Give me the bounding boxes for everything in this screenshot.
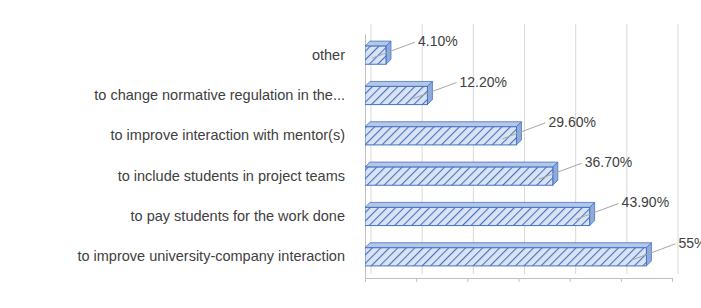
leader-line — [502, 123, 545, 139]
bar — [365, 248, 646, 266]
x-tick — [416, 278, 417, 282]
bar — [365, 86, 427, 104]
y-tick-label: to improve interaction with mentor(s) — [111, 127, 346, 143]
bar-top — [365, 243, 651, 248]
bar — [365, 127, 516, 145]
y-tick-label: other — [312, 47, 345, 63]
x-tick — [672, 278, 673, 282]
data-label: 36.70% — [585, 154, 632, 170]
bar — [365, 167, 553, 185]
leader-line — [632, 244, 675, 260]
bar-top — [365, 81, 432, 86]
x-tick-mark — [467, 278, 468, 282]
x-tick — [519, 278, 520, 282]
x-tick — [621, 278, 622, 282]
grid-line — [473, 24, 474, 274]
leader-line — [413, 83, 456, 99]
x-tick-mark — [416, 278, 417, 282]
y-tick: to improve university-company interactio… — [77, 248, 365, 264]
data-label: 55% — [678, 235, 701, 251]
y-tick-label: to include students in project teams — [118, 168, 345, 184]
leader-line — [539, 163, 582, 179]
y-tick-label: to change normative regulation in the... — [94, 87, 345, 103]
x-tick — [467, 278, 468, 282]
grid-line — [422, 24, 423, 274]
y-axis-line — [365, 35, 366, 279]
y-axis: to improve university-company interactio… — [77, 35, 365, 279]
y-tick: to include students in project teams — [118, 168, 365, 184]
y-tick: to improve interaction with mentor(s) — [111, 127, 366, 143]
x-tick-mark — [621, 278, 622, 282]
leader-line — [576, 203, 619, 219]
bars — [365, 41, 651, 266]
chart: to improve university-company interactio… — [0, 0, 701, 308]
y-tick: other — [312, 47, 365, 63]
x-axis — [366, 278, 673, 282]
bar-top — [365, 122, 521, 127]
x-tick — [365, 278, 366, 282]
data-label: 43.90% — [622, 194, 669, 210]
y-tick-label: to improve university-company interactio… — [77, 248, 345, 264]
y-tick: to change normative regulation in the... — [94, 87, 365, 103]
grid-line — [524, 24, 525, 274]
bar-top — [365, 202, 595, 207]
bar — [365, 207, 590, 225]
y-tick: to pay students for the work done — [131, 208, 365, 224]
grid-line — [575, 24, 576, 274]
x-tick-mark — [365, 278, 366, 282]
data-labels: 55% 43.90% 36.70% 29.60% 12.20% 4.10% — [372, 33, 701, 260]
grid-line — [626, 24, 627, 274]
bar-top — [365, 162, 558, 167]
leader-line — [372, 42, 415, 58]
bar — [365, 46, 386, 64]
data-label: 12.20% — [459, 74, 506, 90]
x-tick-mark — [519, 278, 520, 282]
y-tick-label: to pay students for the work done — [131, 208, 345, 224]
x-tick-mark — [570, 278, 571, 282]
data-label: 29.60% — [548, 114, 595, 130]
x-tick — [570, 278, 571, 282]
grid — [371, 24, 678, 274]
data-label: 4.10% — [418, 33, 458, 49]
x-tick-mark — [672, 278, 673, 282]
